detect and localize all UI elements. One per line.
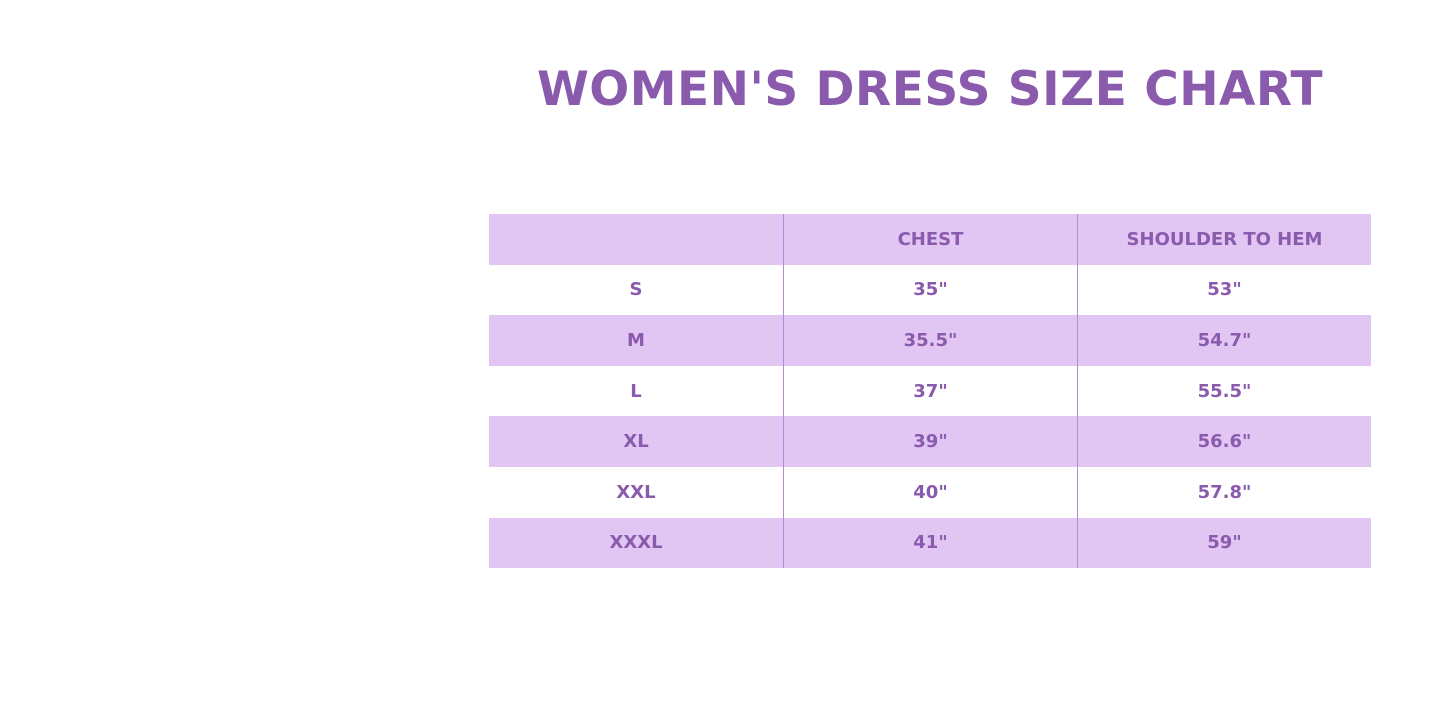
size-cell: S bbox=[629, 279, 643, 301]
table-row: XXXL 41" 59" bbox=[489, 517, 1371, 569]
value-cell: 57.8" bbox=[1077, 466, 1371, 518]
table-row: L 37" 55.5" bbox=[489, 365, 1371, 417]
value-cell: 39" bbox=[783, 416, 1077, 467]
size-cell: M bbox=[627, 329, 645, 351]
header-cell bbox=[489, 214, 783, 265]
value-cell: 54.7" bbox=[1077, 315, 1371, 366]
value-cell: 35" bbox=[783, 264, 1077, 316]
size-cell: XXXL bbox=[609, 532, 663, 554]
value-cell: 59" bbox=[1077, 517, 1371, 569]
size-cell: XXL bbox=[616, 481, 656, 503]
value-cell: 55.5" bbox=[1077, 365, 1371, 417]
table-row: S 35" 53" bbox=[489, 264, 1371, 316]
page-title: WOMEN'S DRESS SIZE CHART bbox=[536, 62, 1324, 117]
table-header-row: CHEST SHOULDER TO HEM bbox=[489, 214, 1371, 265]
value-cell: 56.6" bbox=[1077, 416, 1371, 467]
value-cell: 40" bbox=[783, 466, 1077, 518]
value-cell: 37" bbox=[783, 365, 1077, 417]
size-cell: L bbox=[630, 380, 642, 402]
value-cell: 53" bbox=[1077, 264, 1371, 316]
header-cell: SHOULDER TO HEM bbox=[1077, 214, 1371, 265]
table-row: XXL 40" 57.8" bbox=[489, 466, 1371, 518]
value-cell: 35.5" bbox=[783, 315, 1077, 366]
value-cell: 41" bbox=[783, 517, 1077, 569]
table-row: M 35.5" 54.7" bbox=[489, 315, 1371, 366]
header-cell: CHEST bbox=[783, 214, 1077, 265]
size-table: CHEST SHOULDER TO HEM S 35" 53" M 35.5" 54.7" L 3… bbox=[489, 214, 1371, 569]
size-cell: XL bbox=[623, 431, 649, 453]
table-row: XL 39" 56.6" bbox=[489, 416, 1371, 467]
